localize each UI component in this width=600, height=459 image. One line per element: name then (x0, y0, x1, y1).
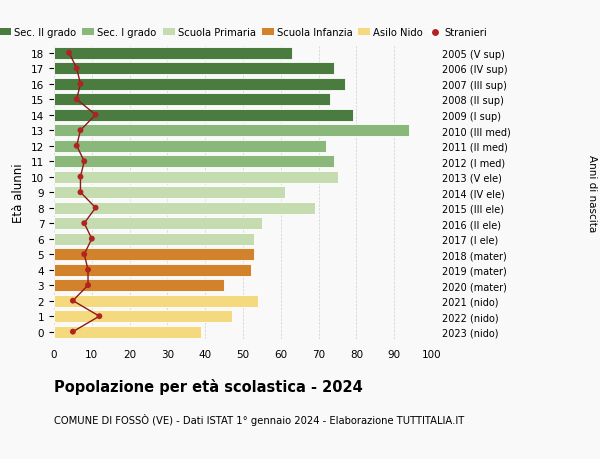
Bar (54, 109, 353, 122)
Point (87, 235, 97, 243)
Bar (54, 326, 202, 338)
Point (72, 143, 82, 150)
Point (76, 174, 85, 181)
Bar (54, 280, 224, 291)
Text: Popolazione per età scolastica - 2024: Popolazione per età scolastica - 2024 (54, 379, 363, 395)
Bar (54, 310, 232, 323)
Bar (54, 202, 315, 214)
Bar (54, 156, 334, 168)
Point (72, 96, 82, 104)
Point (91, 205, 100, 212)
Bar (54, 94, 330, 106)
Bar (54, 187, 284, 199)
Text: Anni di nascita: Anni di nascita (587, 154, 597, 231)
Bar (54, 218, 262, 230)
Bar (54, 233, 254, 245)
Bar (54, 264, 251, 276)
Y-axis label: Età alunni: Età alunni (13, 163, 25, 223)
Bar (54, 171, 337, 183)
Point (72, 66, 82, 73)
Bar (54, 295, 258, 307)
Bar (54, 78, 345, 90)
Bar (54, 249, 254, 261)
Point (76, 189, 85, 196)
Point (95, 313, 104, 320)
Point (79, 158, 89, 166)
Bar (54, 125, 409, 137)
Point (68, 297, 78, 305)
Text: COMUNE DI FOSSÒ (VE) - Dati ISTAT 1° gennaio 2024 - Elaborazione TUTTITALIA.IT: COMUNE DI FOSSÒ (VE) - Dati ISTAT 1° gen… (54, 413, 464, 425)
Point (64, 50, 74, 57)
Point (83, 282, 93, 289)
Bar (54, 48, 292, 60)
Point (91, 112, 100, 119)
Point (79, 251, 89, 258)
Bar (54, 140, 326, 152)
Point (79, 220, 89, 227)
Point (68, 328, 78, 336)
Legend: Sec. II grado, Sec. I grado, Scuola Primaria, Scuola Infanzia, Asilo Nido, Stran: Sec. II grado, Sec. I grado, Scuola Prim… (0, 28, 487, 38)
Point (76, 127, 85, 134)
Point (83, 266, 93, 274)
Bar (54, 63, 334, 75)
Point (76, 81, 85, 88)
